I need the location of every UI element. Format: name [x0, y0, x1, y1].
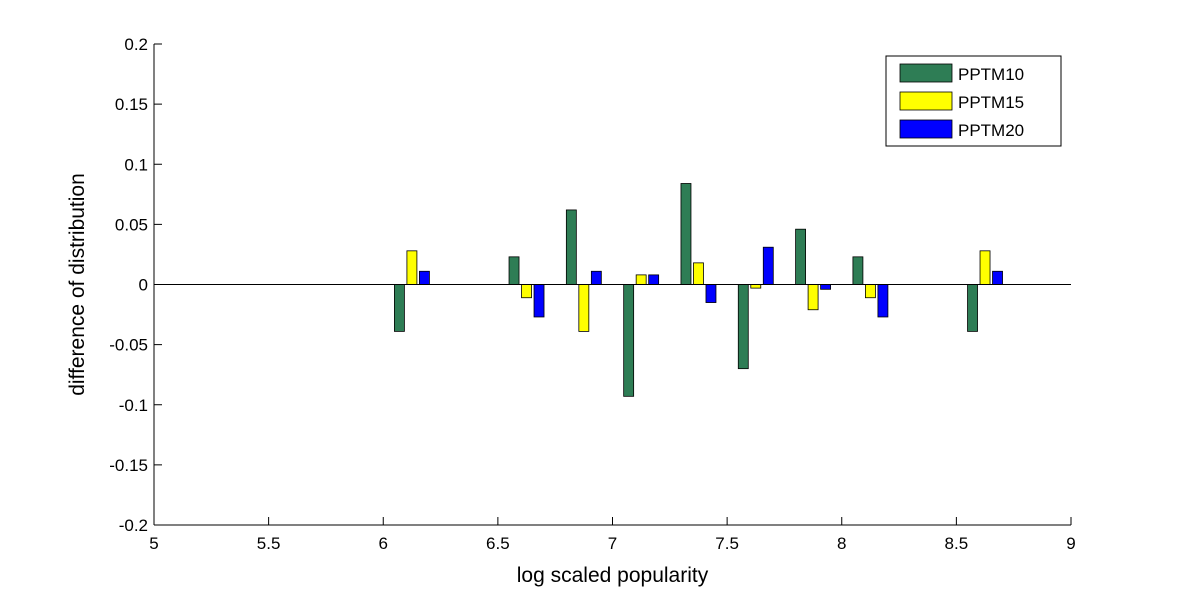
legend-label-pptm15: PPTM15: [958, 93, 1024, 112]
x-tick-label: 8.5: [945, 534, 969, 553]
legend-label-pptm20: PPTM20: [958, 121, 1024, 140]
y-tick-label: 0: [139, 276, 148, 295]
y-tick-label: 0.05: [115, 215, 148, 234]
y-tick-label: -0.1: [119, 396, 148, 415]
y-tick-label: -0.05: [109, 336, 148, 355]
legend-swatch-pptm20: [899, 119, 953, 139]
x-tick-label: 6.5: [486, 534, 510, 553]
bar-pptm20: [877, 284, 889, 318]
bar-pptm10: [680, 183, 692, 285]
ticks-group: 5 5.5 6 6.5 7 7.5 8 8.5 9 -0.2 -0.15 -0.1 -0.05 0 0.05…: [109, 35, 1075, 553]
bar-pptm20: [762, 246, 774, 285]
bar-pptm15: [578, 284, 590, 332]
bar-pptm15: [521, 284, 532, 299]
bar-pptm20: [533, 284, 545, 318]
bar-pptm15: [750, 284, 762, 289]
y-tick-label: -0.15: [109, 456, 148, 475]
bar-pptm20: [590, 270, 602, 285]
bar-pptm20: [648, 274, 660, 285]
bar-pptm20: [705, 284, 717, 303]
bar-pptm15: [979, 250, 991, 285]
bar-pptm10: [737, 284, 749, 370]
bar-pptm15: [406, 250, 418, 285]
bar-pptm15: [807, 284, 819, 311]
bar-pptm10: [508, 256, 520, 285]
bar-pptm10: [565, 209, 577, 285]
x-tick-label: 8: [837, 534, 846, 553]
x-tick-label: 5: [149, 534, 158, 553]
bar-pptm10: [623, 284, 635, 397]
x-tick-label: 9: [1066, 534, 1075, 553]
bar-pptm15: [693, 262, 704, 285]
legend-swatch-pptm15: [899, 91, 953, 111]
y-tick-label: 0.1: [124, 155, 148, 174]
y-axis-title: difference of distribution: [66, 173, 89, 396]
y-tick-label: 0.15: [115, 95, 148, 114]
bar-pptm10: [394, 284, 405, 332]
bar-pptm10: [795, 228, 806, 285]
x-tick-label: 6: [379, 534, 388, 553]
legend-label-pptm10: PPTM10: [958, 65, 1024, 84]
x-tick-label: 5.5: [257, 534, 281, 553]
x-axis-title: log scaled popularity: [517, 564, 709, 587]
legend: PPTM10 PPTM15 PPTM20: [885, 55, 1062, 147]
x-tick-label: 7: [608, 534, 617, 553]
y-tick-label: -0.2: [119, 516, 148, 535]
bar-pptm20: [992, 270, 1003, 285]
bar-pptm20: [419, 270, 430, 285]
bar-pptm20: [820, 284, 831, 290]
y-tick-label: 0.2: [124, 35, 148, 54]
bar-pptm10: [967, 284, 978, 332]
bar-pptm15: [865, 284, 876, 299]
legend-swatch-pptm10: [899, 63, 953, 83]
bar-pptm15: [635, 274, 647, 285]
x-tick-label: 7.5: [715, 534, 739, 553]
bar-pptm10: [852, 256, 864, 285]
